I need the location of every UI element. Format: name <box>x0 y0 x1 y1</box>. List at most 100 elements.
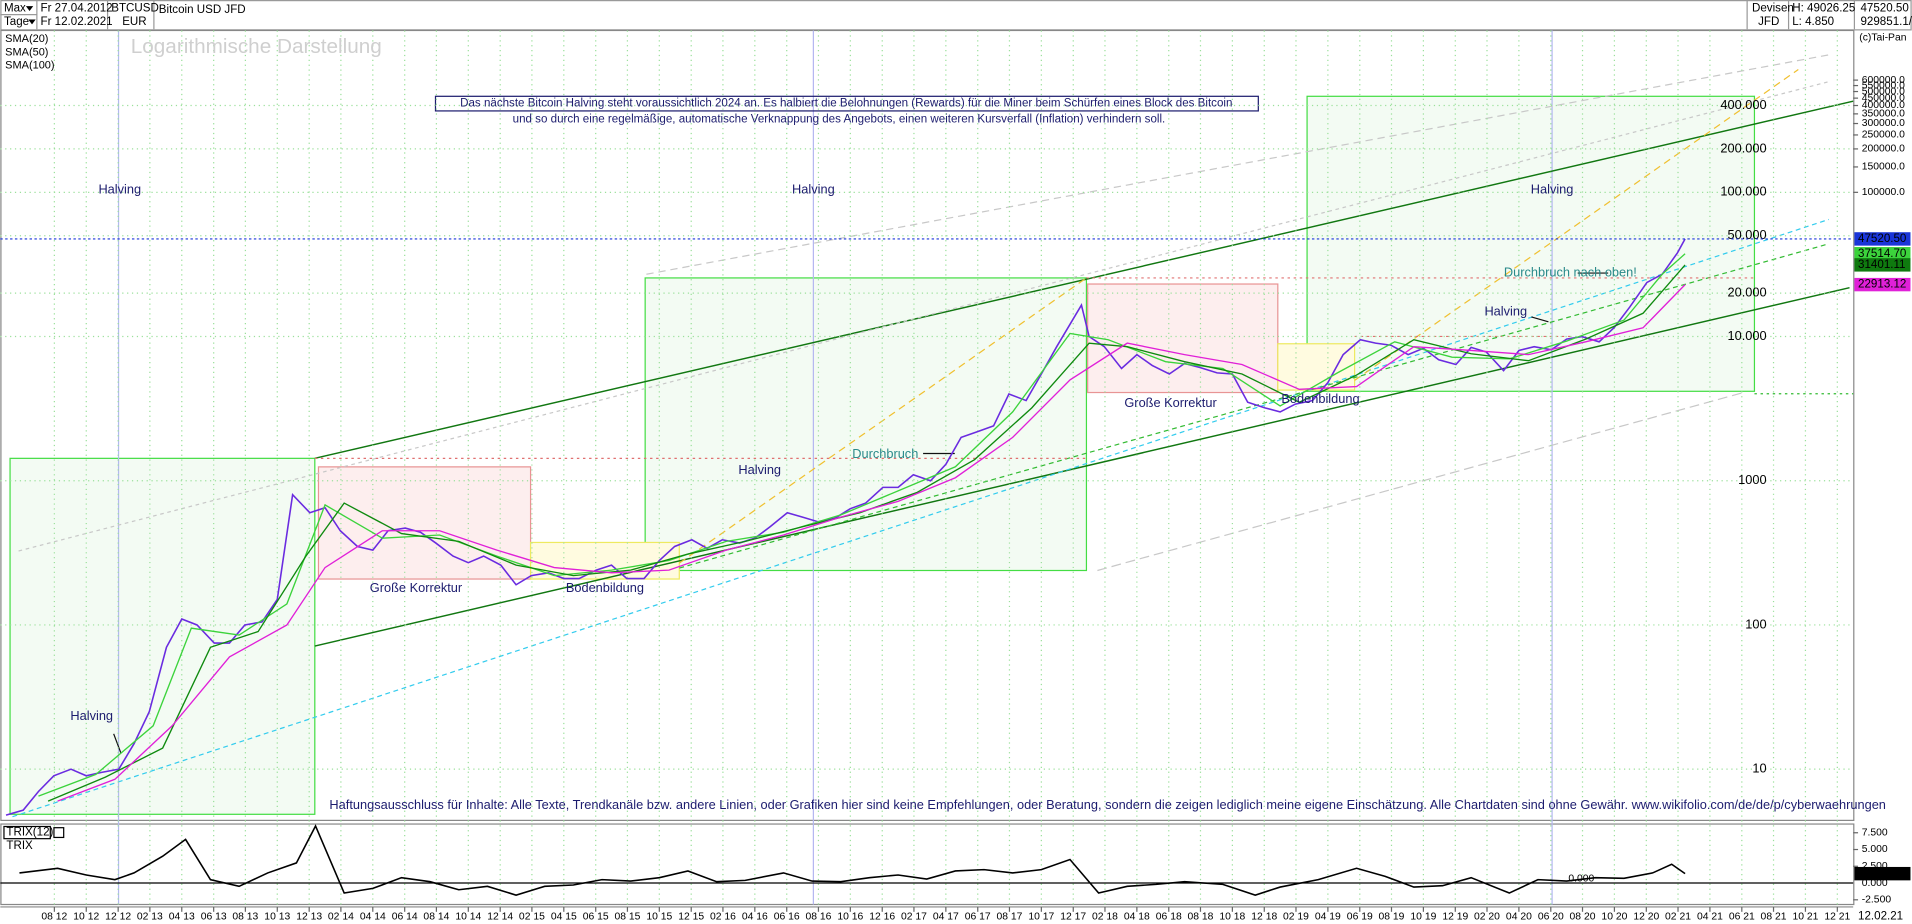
dropdown-arrow[interactable] <box>25 6 36 25</box>
x-tick-label: 08 14 <box>423 911 449 922</box>
x-tick-label: 08 20 <box>1570 911 1596 922</box>
low: L: 4.850 <box>1792 16 1834 28</box>
annotation: Bodenbildung <box>566 580 644 595</box>
y-tick-label: 50.000 <box>1728 227 1767 242</box>
x-tick-label: 10 21 <box>1792 911 1818 922</box>
x-tick-label: 10 13 <box>264 911 290 922</box>
x-tick-label: 04 16 <box>742 911 768 922</box>
x-tick-label: 06 16 <box>774 911 800 922</box>
instrument: Bitcoin USD JFD <box>159 4 246 16</box>
y-tick-label: 10 <box>1752 761 1766 776</box>
series-line <box>47 264 1686 802</box>
x-tick-label: 02 20 <box>1474 911 1500 922</box>
x-tick-label: 10 18 <box>1219 911 1245 922</box>
range-select[interactable]: Max <box>4 3 26 15</box>
drawings <box>9 30 1854 905</box>
series-line <box>57 284 1686 802</box>
legend-entry: SMA(50) <box>5 46 48 58</box>
last: 47520.50 <box>1860 3 1908 15</box>
trix-tick-label: 2.500 <box>1862 861 1888 872</box>
x-tick-label: 08 19 <box>1379 911 1405 922</box>
trix-toggle[interactable] <box>53 827 65 839</box>
x-tick-label: 08 21 <box>1761 911 1787 922</box>
current-date: 12.02.21 <box>1858 911 1903 923</box>
annotation: und so durch eine regelmäßige, automatis… <box>513 114 1166 126</box>
x-tick-label: 04 14 <box>360 911 386 922</box>
x-tick-label: 02 19 <box>1283 911 1309 922</box>
x-tick-label: 12 19 <box>1442 911 1468 922</box>
series-line <box>38 253 1686 797</box>
last-value-box <box>1854 866 1911 881</box>
x-tick-label: 10 12 <box>73 911 99 922</box>
y-tick-label: 200.000 <box>1720 140 1766 155</box>
trix-tick-label: 0.000 <box>1862 878 1888 889</box>
last-value-label: 37514.70 <box>1858 248 1906 260</box>
y-tick-label: 20.000 <box>1728 285 1767 300</box>
trix-frame <box>0 823 1855 906</box>
legend-entry: SMA(20) <box>5 33 48 45</box>
x-tick-label: 10 19 <box>1410 911 1436 922</box>
x-tick-label: 02 21 <box>1665 911 1691 922</box>
currency: EUR <box>122 16 146 28</box>
x-tick-label: 04 19 <box>1315 911 1341 922</box>
extra: 929851.1/ <box>1860 16 1912 28</box>
last-value-label: 31401.11 <box>1858 259 1905 271</box>
y2-tick-label: 200000.0 <box>1862 144 1905 155</box>
series-line <box>19 824 1686 896</box>
x-tick-label: 06 18 <box>1156 911 1182 922</box>
last-value-label: 22913.12 <box>1858 279 1906 291</box>
broker: JFD <box>1758 16 1779 28</box>
x-tick-label: 04 13 <box>169 911 195 922</box>
subtitle: Logarithmische Darstellung <box>131 35 382 58</box>
x-tick-label: 08 16 <box>805 911 831 922</box>
x-tick-label: 06 15 <box>583 911 609 922</box>
symbol: BTCUSD <box>111 3 159 15</box>
y-tick-label: 100.000 <box>1720 184 1766 199</box>
annotation: Durchbruch <box>852 446 918 461</box>
annotation: Halving <box>1484 303 1527 318</box>
annotation: Halving <box>738 462 781 477</box>
x-tick-label: 04 17 <box>933 911 959 922</box>
x-tick-label: 10 20 <box>1601 911 1627 922</box>
high: H: 49026.25 <box>1792 3 1855 15</box>
trix-tick-label: 7.500 <box>1862 827 1888 838</box>
y2-tick-label: 100000.0 <box>1862 187 1905 198</box>
period-select[interactable]: Tage <box>4 16 29 28</box>
x-tick-label: 08 13 <box>232 911 258 922</box>
x-tick-label: 06 21 <box>1729 911 1755 922</box>
y2-tick-label: 550000.0 <box>1862 80 1905 91</box>
x-tick-label: 06 14 <box>392 911 418 922</box>
x-tick-label: 12 20 <box>1633 911 1659 922</box>
annotation: Halving <box>98 182 141 197</box>
x-tick-label: 12 14 <box>487 911 513 922</box>
x-tick-label: 12 18 <box>1251 911 1277 922</box>
x-tick-label: 10 14 <box>455 911 481 922</box>
y-tick-label: 400.000 <box>1720 97 1766 112</box>
y-tick-label: 100 <box>1745 616 1766 631</box>
y2-tick-label: 500000.0 <box>1862 86 1905 97</box>
last-value-box <box>1854 258 1911 272</box>
trix-legend: TRIX(12) <box>6 827 53 839</box>
market: Devisen <box>1752 3 1794 15</box>
x-tick-label: 04 21 <box>1697 911 1723 922</box>
x-tick-label: 12 17 <box>1060 911 1086 922</box>
x-tick-label: 12 13 <box>296 911 322 922</box>
annotation: Haftungsausschluss für Inhalte: Alle Tex… <box>329 797 1885 812</box>
to-date: Fr 12.02.2021 <box>41 16 113 28</box>
x-tick-label: 10 17 <box>1028 911 1054 922</box>
x-tick-label: 02 17 <box>901 911 927 922</box>
x-tick-label: 12 21 <box>1824 911 1850 922</box>
last-value-label: 47520.50 <box>1858 233 1906 245</box>
x-tick-label: 12 15 <box>678 911 704 922</box>
grid <box>0 30 1854 905</box>
x-tick-label: 02 15 <box>519 911 545 922</box>
annotation: Das nächste Bitcoin Halving steht voraus… <box>460 98 1232 110</box>
y2-tick-label: 150000.0 <box>1862 162 1905 173</box>
y2-tick-label: 600000.0 <box>1862 75 1905 86</box>
y2-tick-label: 400000.0 <box>1862 100 1905 111</box>
annotation: Durchbruch nach oben! <box>1504 264 1637 279</box>
series-line <box>5 238 1686 816</box>
x-tick-label: 08 18 <box>1188 911 1214 922</box>
x-tick-label: 08 12 <box>41 911 67 922</box>
